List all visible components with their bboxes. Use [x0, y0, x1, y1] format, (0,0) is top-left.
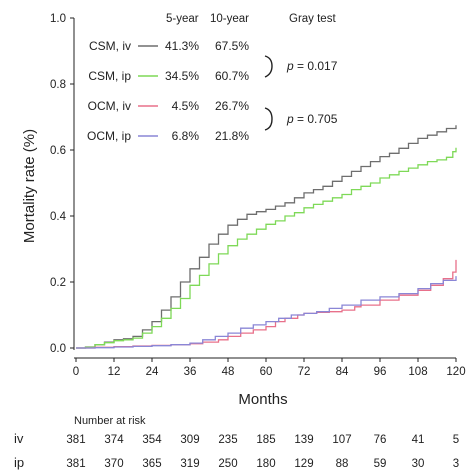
risk-cell: 185: [256, 434, 275, 446]
risk-cell: 129: [294, 458, 313, 470]
x-axis-ticks: 0 12 24 36 48 60 72 84 96 108 120: [73, 358, 466, 378]
p-value-csm-text: = 0.017: [294, 59, 338, 73]
x-tick-label: 12: [108, 366, 121, 378]
risk-cell: 365: [142, 458, 161, 470]
x-tick-label: 60: [260, 366, 273, 378]
legend-10year-value: 21.8%: [215, 129, 249, 143]
p-symbol: p: [286, 112, 294, 126]
y-axis-label: Mortality rate (%): [21, 129, 38, 243]
y-axis-ticks: 0.0 0.2 0.4 0.6 0.8 1.0: [50, 13, 74, 355]
risk-cell: 107: [332, 434, 351, 446]
risk-cell: 374: [104, 434, 124, 446]
risk-cell: 309: [180, 434, 199, 446]
series-line-csm-ip: [76, 147, 457, 349]
risk-cell: 76: [374, 434, 387, 446]
risk-table: iv 381 374 354 309 235 185 139 107 76 41 5 ip 381 370 3…: [14, 431, 459, 470]
legend: CSM, iv 41.3% 67.5% CSM, ip 34.5% 60.7% OCM, i…: [87, 39, 249, 143]
x-tick-label: 108: [408, 366, 427, 378]
legend-5year-value: 34.5%: [165, 69, 199, 83]
risk-cell: 139: [294, 434, 313, 446]
legend-5year-value: 41.3%: [165, 39, 199, 53]
risk-cell: 381: [66, 458, 85, 470]
x-tick-label: 96: [374, 366, 387, 378]
risk-cell: 41: [412, 434, 425, 446]
risk-cell: 250: [218, 458, 237, 470]
legend-10year-value: 67.5%: [215, 39, 249, 53]
series-line-ocm-iv: [76, 259, 457, 349]
legend-10year-value: 60.7%: [215, 69, 249, 83]
risk-cell: 381: [66, 434, 85, 446]
legend-label: CSM, ip: [88, 69, 131, 83]
risk-cell: 235: [218, 434, 237, 446]
x-axis-label: Months: [238, 391, 287, 408]
risk-cell: 354: [142, 434, 162, 446]
x-tick-label: 84: [336, 366, 349, 378]
legend-header-gray-test: Gray test: [289, 13, 336, 25]
legend-label: OCM, ip: [87, 129, 131, 143]
legend-10year-value: 26.7%: [215, 99, 249, 113]
y-tick-label: 0.0: [50, 343, 66, 355]
legend-5year-value: 6.8%: [172, 129, 200, 143]
x-tick-label: 0: [73, 366, 79, 378]
risk-cell: 59: [374, 458, 387, 470]
y-tick-label: 0.8: [50, 79, 66, 91]
risk-table-title: Number at risk: [74, 415, 146, 427]
p-value-ocm-text: = 0.705: [294, 112, 338, 126]
risk-row-label: ip: [14, 455, 24, 470]
risk-cell: 88: [336, 458, 349, 470]
risk-cell: 180: [256, 458, 275, 470]
series-line-ocm-ip: [76, 276, 457, 349]
risk-cell: 30: [412, 458, 425, 470]
legend-label: CSM, iv: [89, 39, 131, 53]
risk-cell: 319: [180, 458, 199, 470]
risk-row-label: iv: [14, 431, 24, 446]
legend-5year-value: 4.5%: [172, 99, 200, 113]
x-tick-label: 48: [222, 366, 235, 378]
series-lines: [76, 125, 457, 349]
p-value-ocm: p = 0.705: [286, 112, 338, 126]
y-tick-label: 0.4: [50, 211, 67, 223]
p-symbol: p: [286, 59, 294, 73]
x-tick-label: 36: [184, 366, 197, 378]
risk-cell: 370: [104, 458, 123, 470]
x-tick-label: 72: [298, 366, 311, 378]
risk-cell: 3: [453, 458, 459, 470]
risk-cell: 5: [453, 434, 459, 446]
legend-header-10year: 10-year: [210, 13, 249, 25]
series-line-csm-iv: [76, 125, 457, 349]
legend-header-5year: 5-year: [166, 13, 199, 25]
p-value-csm: p = 0.017: [286, 59, 338, 73]
y-tick-label: 0.2: [50, 277, 66, 289]
y-tick-label: 1.0: [50, 13, 66, 25]
bracket-ocm: [264, 107, 273, 131]
x-tick-label: 24: [146, 366, 159, 378]
x-tick-label: 120: [446, 366, 465, 378]
legend-label: OCM, iv: [88, 99, 131, 113]
y-tick-label: 0.6: [50, 145, 66, 157]
bracket-csm: [264, 55, 273, 78]
